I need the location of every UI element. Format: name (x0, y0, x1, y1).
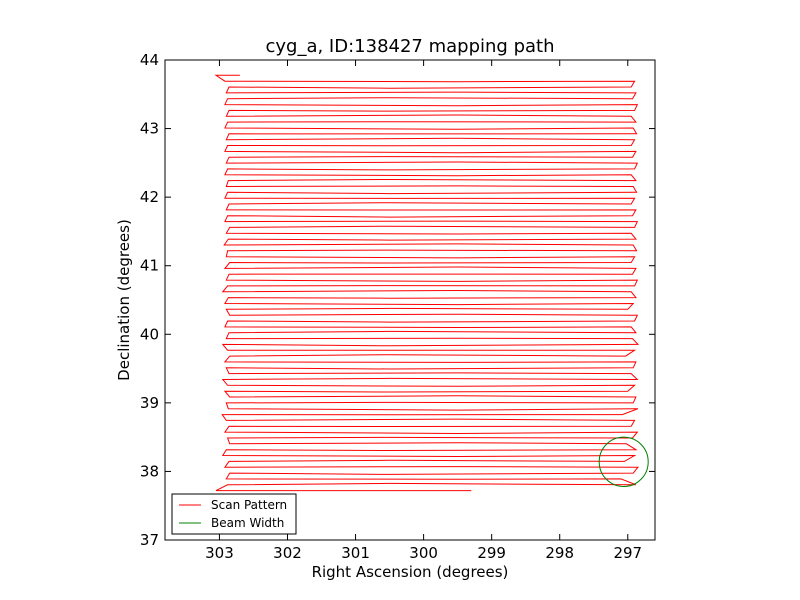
x-tick-label: 299 (477, 544, 506, 562)
x-tick-label: 301 (341, 544, 370, 562)
legend: Scan Pattern Beam Width (171, 493, 297, 535)
legend-label-scan: Scan Pattern (211, 498, 287, 512)
data-layer (214, 74, 649, 492)
legend-label-beam: Beam Width (211, 516, 284, 530)
y-axis: 37 38 39 40 41 42 43 44 (140, 51, 655, 549)
x-tick-label: 297 (613, 544, 642, 562)
x-tick-label: 302 (273, 544, 302, 562)
y-tick-label: 43 (140, 120, 159, 138)
y-tick-label: 42 (140, 188, 159, 206)
y-tick-label: 39 (140, 394, 159, 412)
x-axis-label: Right Ascension (degrees) (312, 563, 509, 581)
x-axis: 303 302 301 300 299 298 297 (205, 60, 642, 562)
x-tick-label: 298 (545, 544, 574, 562)
x-tick-label: 303 (205, 544, 234, 562)
y-tick-label: 40 (140, 325, 159, 343)
y-tick-label: 38 (140, 462, 159, 480)
y-tick-label: 37 (140, 531, 159, 549)
plot-frame (164, 59, 656, 541)
chart-title: cyg_a, ID:138427 mapping path (265, 36, 554, 57)
x-tick-label: 300 (409, 544, 438, 562)
y-tick-label: 41 (140, 257, 159, 275)
beam-width-circle (598, 436, 649, 488)
y-tick-label: 44 (140, 51, 159, 69)
scan-pattern-line (214, 74, 640, 492)
legend-box (171, 493, 297, 535)
plot-background (165, 60, 655, 540)
y-axis-label: Declination (degrees) (115, 219, 133, 381)
